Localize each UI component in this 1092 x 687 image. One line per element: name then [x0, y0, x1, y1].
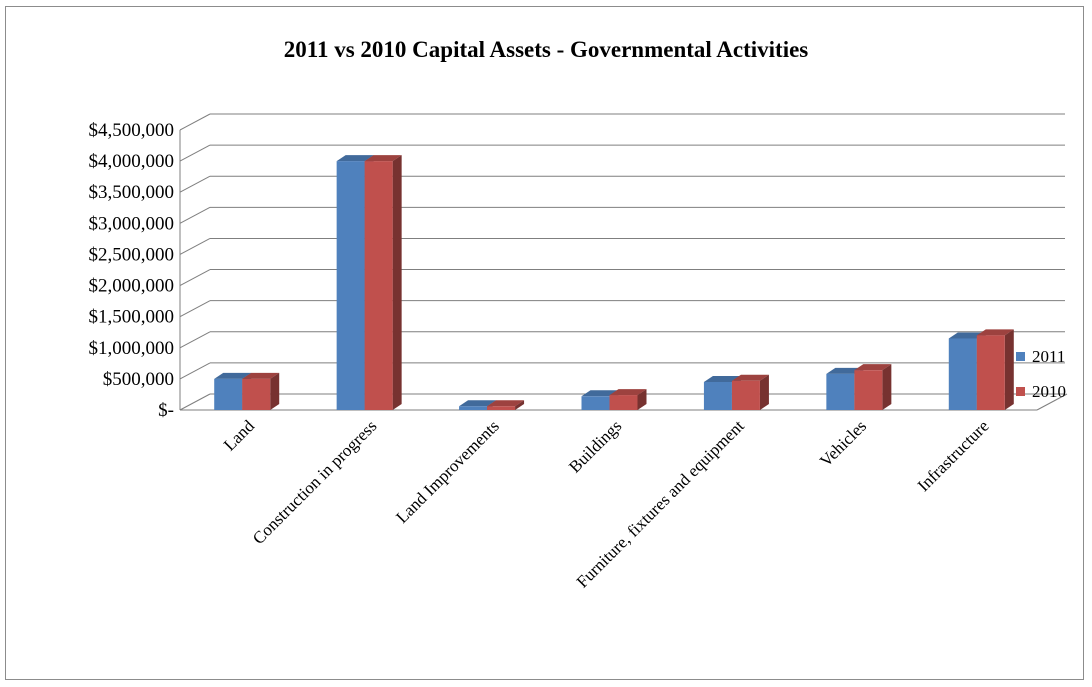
x-category-label: Buildings [565, 416, 625, 476]
bar-top-face [703, 376, 741, 382]
bar-2010-4 [731, 374, 769, 410]
bar-front-face [459, 406, 488, 410]
bar-front-face [703, 382, 732, 410]
legend-label-2011: 2011 [1032, 347, 1065, 366]
y-tick-label: $2,000,000 [89, 276, 175, 297]
chart-canvas: 2011 vs 2010 Capital Assets - Government… [89, 37, 1068, 591]
bar-side-face [882, 364, 892, 410]
x-category-label: Land Improvements [392, 416, 503, 527]
chart-container: 2011 vs 2010 Capital Assets - Government… [5, 6, 1084, 680]
gridline-side [179, 238, 211, 255]
bar-front-face [854, 370, 883, 410]
bar-top-face [487, 400, 525, 407]
bar-top-face [459, 400, 497, 407]
bar-front-face [487, 406, 516, 410]
bar-side-face [637, 389, 647, 410]
bar-side-face [1004, 329, 1014, 410]
bar-top-face [364, 155, 402, 162]
bar-front-face [581, 396, 610, 410]
bar-2010-1 [364, 155, 402, 410]
x-category-label: Construction in progress [249, 416, 381, 548]
x-category-label: Infrastructure [914, 416, 993, 495]
y-tick-label: $4,500,000 [89, 120, 175, 141]
gridline-side [179, 362, 211, 380]
bar-top-face [336, 155, 374, 162]
bar-2010-2 [487, 400, 525, 410]
bar-front-face [336, 161, 365, 410]
bar-top-face [948, 332, 986, 339]
bar-top-face [731, 374, 769, 381]
gridline-side [179, 206, 211, 224]
gridline-side [179, 175, 211, 193]
bar-front-face [976, 335, 1005, 410]
bar-front-face [242, 378, 271, 410]
bar-2010-6 [976, 329, 1014, 410]
y-tick-label: $2,500,000 [89, 244, 175, 265]
y-tick-label: $3,500,000 [89, 182, 175, 203]
bar-2010-0 [242, 372, 280, 410]
gridline-side [179, 144, 211, 162]
gridlines [179, 113, 1068, 411]
bar-top-face [826, 367, 864, 374]
bar-side-face [759, 374, 769, 410]
bar-front-face [609, 395, 638, 410]
y-tick-label: $- [158, 400, 174, 421]
bar-top-face [581, 390, 619, 397]
x-category-label: Land [220, 416, 258, 454]
bar-top-face [609, 389, 647, 396]
bar-top-face [976, 329, 1014, 336]
bar-side-face [270, 372, 280, 410]
y-tick-label: $1,000,000 [89, 338, 175, 359]
gridline-side [179, 113, 211, 131]
y-tick-label: $4,000,000 [89, 151, 175, 172]
gridline-side [179, 300, 211, 318]
bar-side-face [392, 155, 402, 410]
legend-label-2010: 2010 [1032, 382, 1066, 401]
chart-title: 2011 vs 2010 Capital Assets - Government… [284, 37, 809, 62]
bar-top-face [214, 372, 252, 379]
bar-2010-3 [609, 389, 647, 410]
gridline-side [179, 331, 211, 349]
bar-front-face [826, 373, 855, 410]
y-tick-label: $500,000 [103, 369, 174, 390]
legend: 2011 2010 [1016, 347, 1066, 401]
legend-swatch-2011 [1016, 352, 1025, 361]
bar-front-face [364, 161, 393, 410]
y-tick-label: $1,500,000 [89, 307, 175, 328]
bar-top-face [854, 364, 892, 371]
gridline-side [179, 269, 211, 286]
bar-front-face [948, 338, 977, 410]
legend-swatch-2010 [1016, 387, 1025, 396]
y-tick-label: $3,000,000 [89, 213, 175, 234]
gridline-side [179, 393, 211, 411]
bars [214, 155, 1014, 410]
x-category-label: Vehicles [816, 416, 870, 470]
bar-side-face [515, 400, 525, 410]
bar-2010-5 [854, 364, 892, 410]
bar-front-face [731, 380, 760, 410]
bar-front-face [214, 378, 243, 410]
bar-top-face [242, 372, 280, 379]
floor-right-edge [1036, 393, 1068, 411]
y-axis-ticks: $- $500,000 $1,000,000 $1,500,000 $2,000,000… [89, 120, 175, 421]
